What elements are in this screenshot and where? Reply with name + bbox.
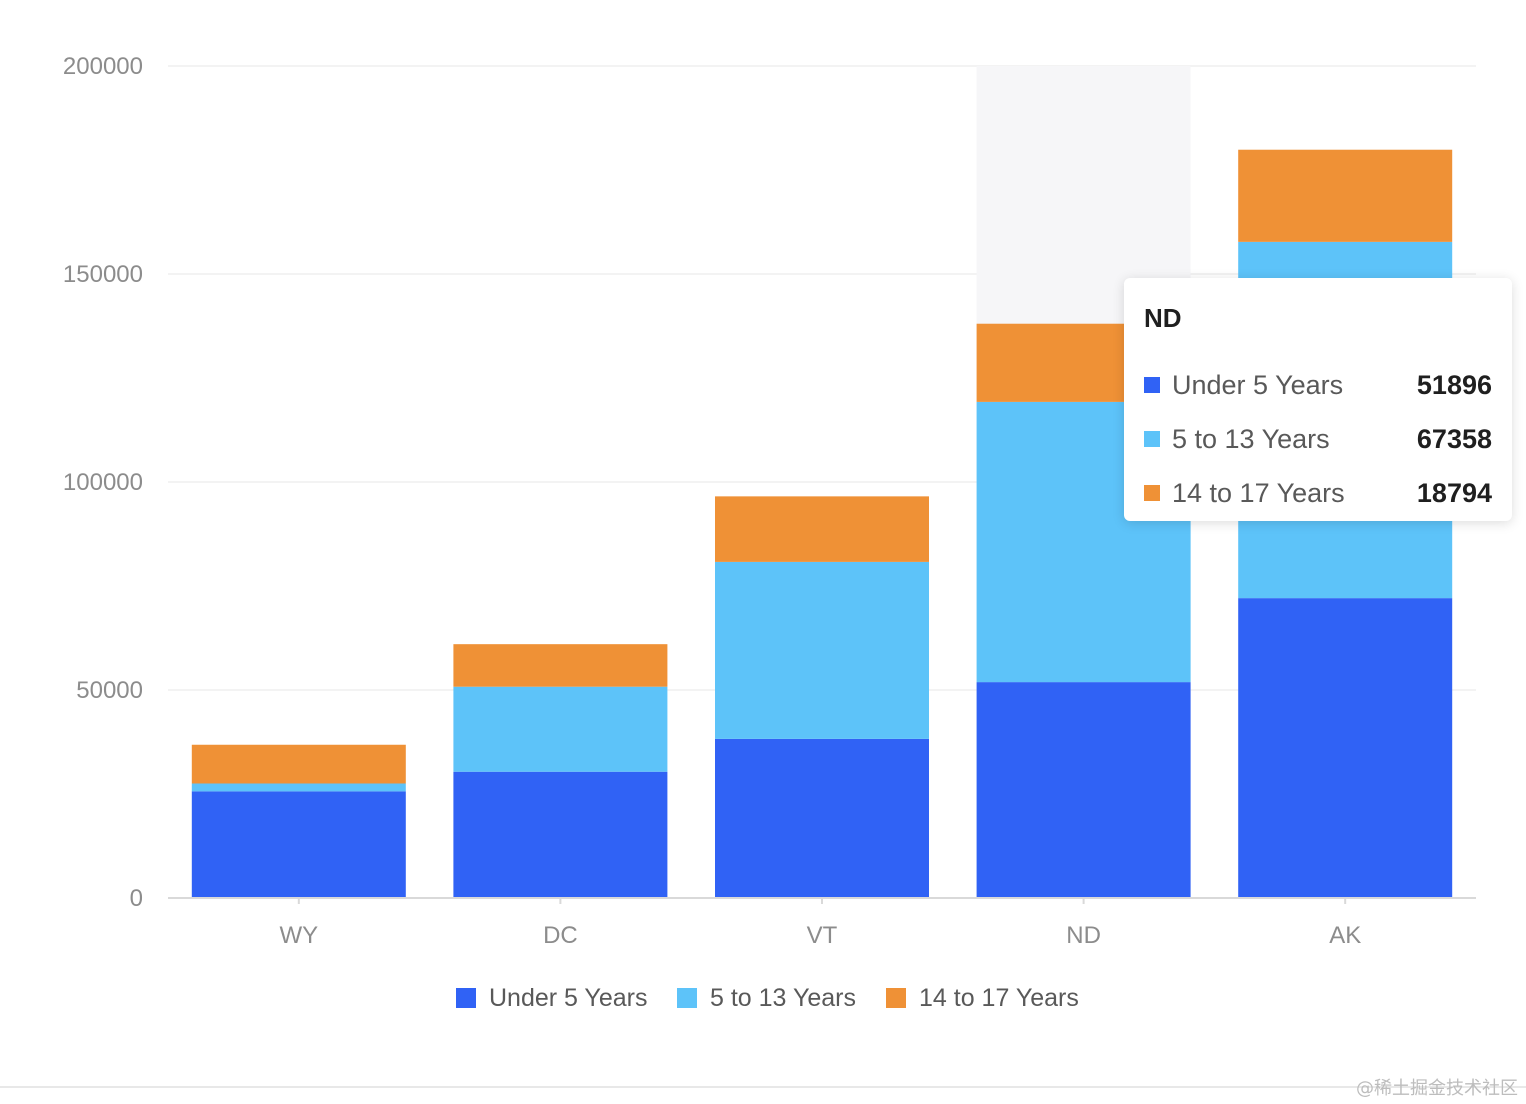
tooltip-series-name: Under 5 Years — [1172, 369, 1344, 400]
legend-label: Under 5 Years — [489, 984, 647, 1012]
x-tick-label: DC — [543, 922, 578, 949]
bar-segment-vt-series-0[interactable] — [715, 738, 929, 898]
bar-segment-vt-series-1[interactable] — [715, 561, 929, 739]
y-tick-label: 50000 — [76, 677, 143, 704]
x-axis — [168, 897, 1476, 904]
tooltip-row: 14 to 17 Years 18794 — [1144, 466, 1492, 520]
bar-segment-ak-series-2[interactable] — [1238, 149, 1453, 242]
legend-label: 5 to 13 Years — [710, 984, 856, 1012]
bar-segment-dc-series-1[interactable] — [453, 686, 668, 772]
tooltip-row: Under 5 Years 51896 — [1144, 358, 1492, 412]
y-tick-label: 200000 — [63, 53, 143, 80]
legend-item[interactable]: 5 to 13 Years — [677, 984, 856, 1012]
legend-swatch — [886, 988, 906, 1008]
tooltip-row: 5 to 13 Years 67358 — [1144, 412, 1492, 466]
tooltip-series-value: 51896 — [1416, 369, 1492, 400]
watermark: @稀土掘金技术社区 — [1356, 1078, 1518, 1099]
x-tick-label: ND — [1066, 922, 1101, 949]
tooltip: ND Under 5 Years 51896 5 to 13 Years 673… — [1124, 278, 1512, 521]
tooltip-swatch — [1144, 485, 1160, 501]
legend: Under 5 Years 5 to 13 Years 14 to 17 Years — [456, 984, 1079, 1012]
tooltip-series-name: 5 to 13 Years — [1172, 423, 1330, 454]
bar-segment-wy-series-0[interactable] — [191, 791, 406, 898]
legend-swatch — [677, 988, 697, 1008]
tooltip-series-value: 18794 — [1416, 477, 1492, 508]
tooltip-series-value: 67358 — [1416, 423, 1492, 454]
y-tick-label: 100000 — [63, 469, 143, 496]
bar-segment-wy-series-2[interactable] — [191, 744, 406, 784]
bars — [191, 149, 1453, 898]
y-axis-tick-labels: 0 50000 100000 150000 200000 — [63, 53, 143, 912]
legend-label: 14 to 17 Years — [919, 984, 1079, 1012]
bar-segment-vt-series-2[interactable] — [715, 496, 929, 562]
x-axis-tick-labels: WY DC VT ND AK — [279, 922, 1361, 949]
legend-item[interactable]: Under 5 Years — [456, 984, 647, 1012]
tooltip-title: ND — [1144, 303, 1182, 333]
bar-segment-ak-series-0[interactable] — [1238, 598, 1453, 898]
x-tick-label: WY — [279, 922, 318, 949]
container-bottom-border — [0, 1086, 1526, 1088]
bar-segment-dc-series-2[interactable] — [453, 644, 668, 687]
y-tick-label: 150000 — [63, 261, 143, 288]
bar-segment-wy-series-1[interactable] — [191, 783, 406, 792]
bar-segment-dc-series-0[interactable] — [453, 771, 668, 898]
tooltip-swatch — [1144, 431, 1160, 447]
x-tick-label: AK — [1329, 922, 1361, 949]
bar-segment-nd-series-0[interactable] — [976, 682, 1191, 898]
tooltip-series-name: 14 to 17 Years — [1172, 477, 1345, 508]
y-tick-label: 0 — [130, 885, 143, 912]
tooltip-swatch — [1144, 377, 1160, 393]
legend-swatch — [456, 988, 476, 1008]
x-tick-label: VT — [807, 922, 838, 949]
legend-item[interactable]: 14 to 17 Years — [886, 984, 1079, 1012]
